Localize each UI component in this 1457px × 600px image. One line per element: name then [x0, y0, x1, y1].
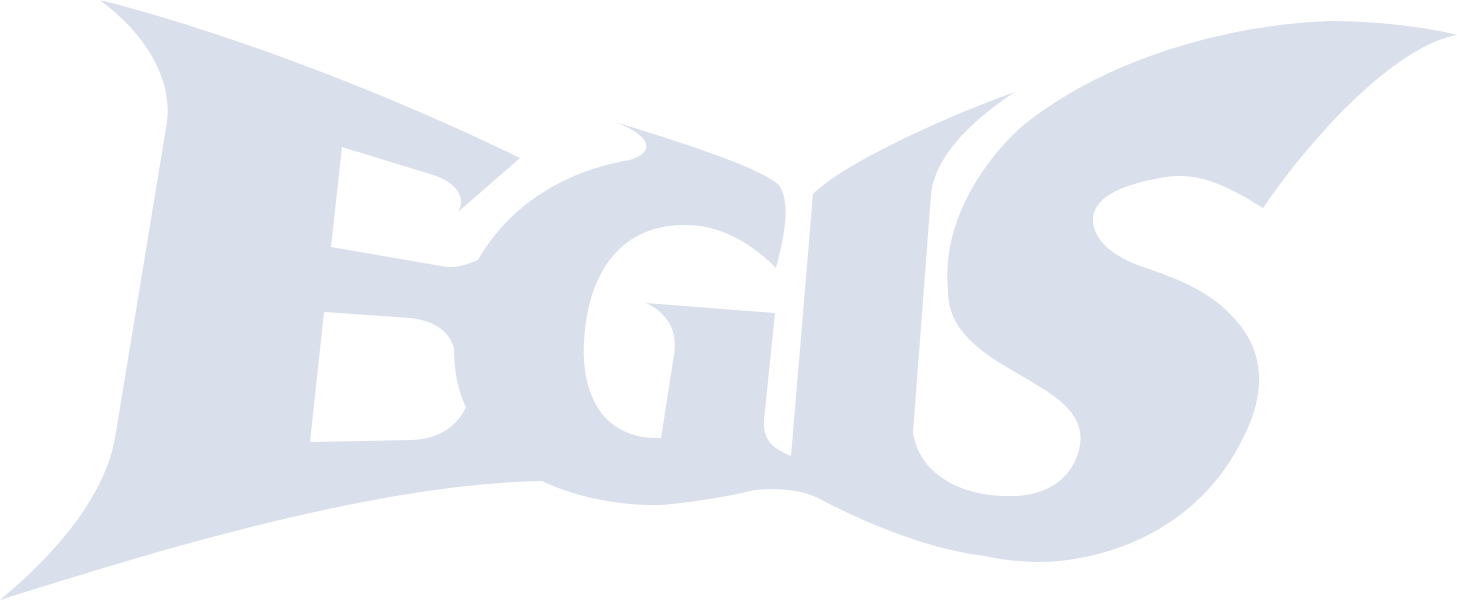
logo-canvas: [0, 0, 1457, 600]
egis-logo-shape: [0, 0, 1457, 600]
egis-logo-body: [0, 0, 1457, 600]
egis-logo: [0, 0, 1457, 600]
